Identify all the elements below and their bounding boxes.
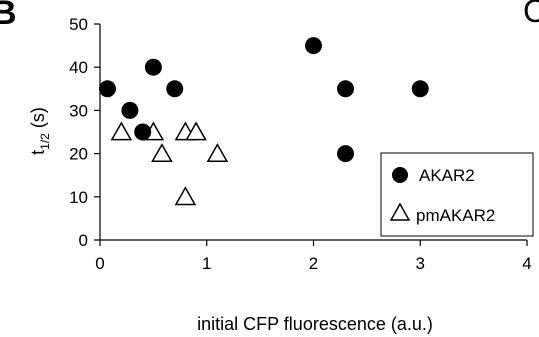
data-point-pmakar2 bbox=[185, 121, 207, 141]
y-tick-label: 50 bbox=[69, 15, 88, 34]
y-axis-title: t1/2 (s) bbox=[28, 107, 52, 155]
y-tick-label: 30 bbox=[69, 101, 88, 120]
data-point-akar2 bbox=[337, 80, 355, 98]
x-tick-label: 1 bbox=[202, 254, 211, 273]
panel-letter-left: B bbox=[0, 0, 17, 32]
data-point-pmakar2 bbox=[110, 121, 133, 141]
x-tick-label: 2 bbox=[309, 254, 318, 273]
data-point-akar2 bbox=[134, 123, 152, 141]
y-tick-label: 0 bbox=[79, 231, 88, 250]
y-axis-title-unit: (s) bbox=[28, 107, 48, 133]
legend-marker-pmakar2 bbox=[389, 202, 411, 221]
data-point-pmakar2 bbox=[206, 143, 229, 162]
y-axis-title-main: t bbox=[28, 150, 48, 155]
x-tick-label: 3 bbox=[416, 254, 425, 273]
data-point-akar2 bbox=[411, 80, 429, 98]
legend-label-pmakar2: pmAKAR2 bbox=[416, 206, 495, 225]
legend-box bbox=[380, 152, 534, 237]
data-point-akar2 bbox=[121, 101, 139, 119]
x-axis-title: initial CFP fluorescence (a.u.) bbox=[197, 314, 433, 334]
x-tick-label: 4 bbox=[522, 254, 531, 273]
y-tick-label: 20 bbox=[69, 145, 88, 164]
y-tick-label: 40 bbox=[69, 58, 88, 77]
y-tick-label: 10 bbox=[69, 188, 88, 207]
axes bbox=[94, 23, 528, 246]
data-point-akar2 bbox=[144, 58, 162, 76]
legend-marker-akar2 bbox=[392, 167, 408, 183]
data-point-akar2 bbox=[98, 80, 116, 98]
panel-letter-right: C bbox=[523, 0, 539, 29]
legend-label-akar2: AKAR2 bbox=[419, 166, 475, 185]
x-tick-label: 0 bbox=[95, 254, 104, 273]
data-point-pmakar2 bbox=[174, 186, 197, 206]
data-point-pmakar2 bbox=[151, 143, 173, 162]
tick-labels: 0 10 20 30 40 50 0 1 2 3 4 bbox=[69, 15, 532, 273]
data-point-akar2 bbox=[166, 80, 184, 98]
data-point-akar2 bbox=[305, 37, 322, 55]
data-point-akar2 bbox=[337, 145, 355, 163]
legend: AKAR2 pmAKAR2 bbox=[380, 152, 534, 237]
data-points bbox=[98, 37, 429, 206]
y-axis-title-subscript: 1/2 bbox=[38, 133, 52, 150]
